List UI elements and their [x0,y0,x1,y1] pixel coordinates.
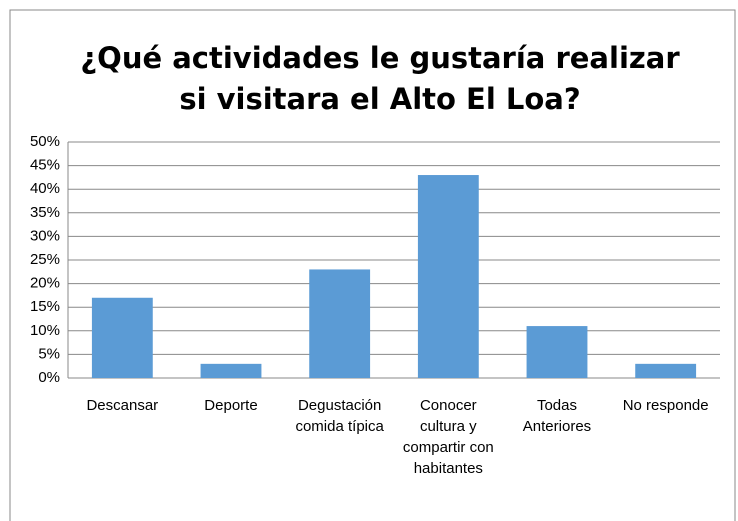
x-tick-label: No responde [622,397,709,414]
x-tick-label: Conocer cultura y compartir con habitant… [402,397,494,477]
bar [91,297,153,378]
y-tick-label: 20% [30,275,60,292]
x-tick-label: Descansar [86,397,159,414]
bar [309,269,371,378]
y-tick-label: 25% [30,251,60,268]
y-tick-label: 30% [30,227,60,244]
bar [417,175,479,378]
x-tick-label: Deporte [204,397,258,414]
y-tick-label: 5% [38,345,60,362]
y-tick-label: 35% [30,204,60,221]
y-tick-label: 15% [30,298,60,315]
bar [635,363,697,378]
y-tick-label: 10% [30,322,60,339]
y-tick-label: 50% [30,133,60,150]
y-tick-label: 40% [30,180,60,197]
bar [200,363,262,378]
y-tick-label: 0% [38,369,60,386]
chart-frame [9,9,736,521]
x-tick-label: Todas Anteriores [522,397,592,435]
bar [526,326,588,378]
y-tick-label: 45% [30,157,60,174]
chart-title: ¿Qué actividades le gustaría realizar si… [80,41,680,116]
x-tick-label: Degustación comida típica [295,397,384,435]
